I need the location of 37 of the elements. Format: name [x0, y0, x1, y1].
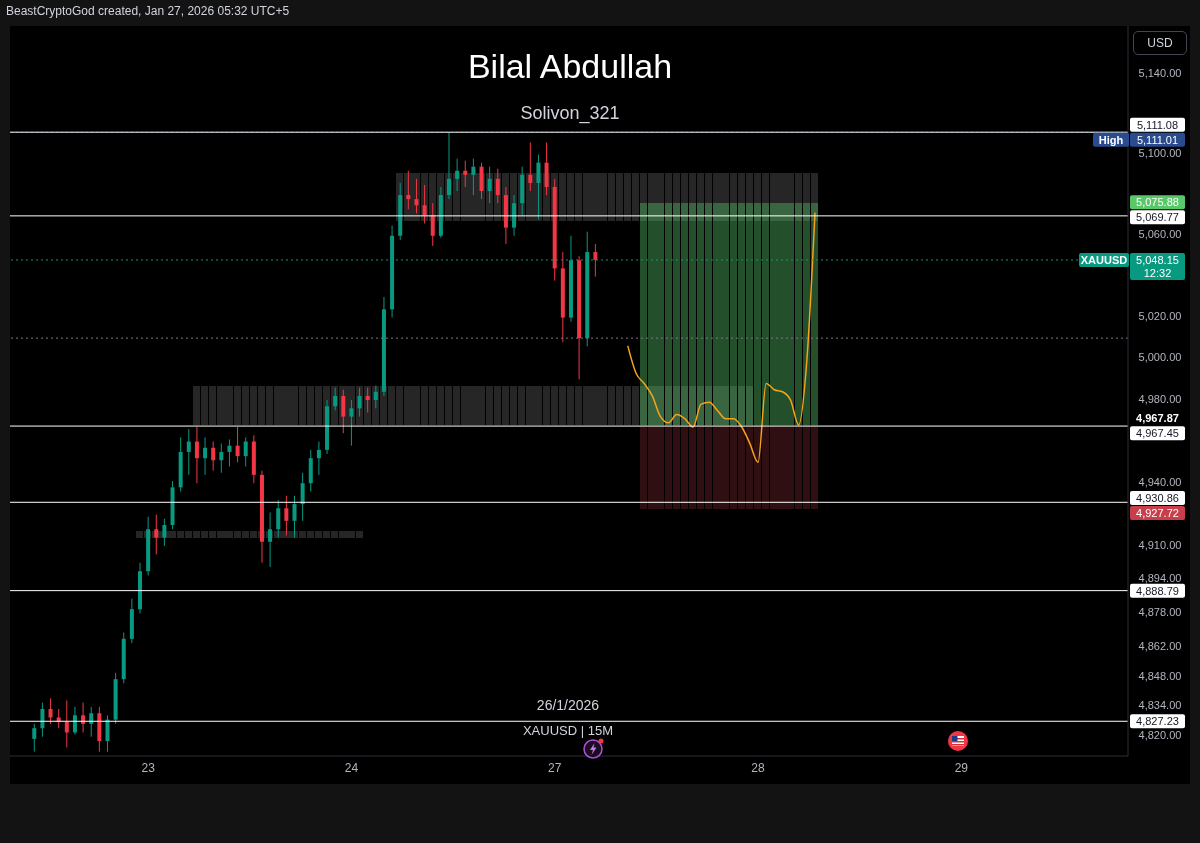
y-tick-label: 5,060.00	[1138, 228, 1182, 241]
x-tick-label: 29	[954, 761, 969, 775]
y-tick-label: 4,894.00	[1138, 572, 1182, 585]
ref-line-label: 4,967.45	[1136, 427, 1179, 440]
y-tick-label: 5,140.00	[1138, 66, 1182, 79]
ref-line-label: 5,111.01	[1136, 133, 1179, 146]
text: Bilal Abdullah	[466, 46, 674, 86]
y-tick-label: 4,980.00	[1138, 392, 1182, 405]
ref-line-label: 4,888.79	[1136, 584, 1179, 597]
x-tick-label: 23	[141, 761, 156, 775]
ref-line-label: 5,111.08	[1136, 118, 1179, 131]
annotation: High	[1098, 133, 1124, 146]
y-tick-label: 4,910.00	[1138, 538, 1182, 551]
text: 4,967.87	[1136, 412, 1179, 425]
y-tick-label: 5,000.00	[1138, 351, 1182, 364]
text: Solivon_321	[519, 102, 621, 124]
y-tick-label: 4,834.00	[1138, 699, 1182, 712]
ref-line-label: 5,069.77	[1136, 211, 1179, 224]
ref-line-label: 4,827.23	[1136, 715, 1179, 728]
y-tick-label: 4,820.00	[1138, 729, 1182, 742]
y-axis-title: USD	[1133, 31, 1187, 55]
y-tick-label: 4,862.00	[1138, 639, 1182, 652]
y-tick-label: 4,848.00	[1138, 669, 1182, 682]
y-tick-label: 4,940.00	[1138, 475, 1182, 488]
text: 5,075.88	[1136, 196, 1179, 209]
x-tick-label: 27	[548, 761, 562, 775]
x-tick-label: 28	[751, 761, 766, 775]
ref-line-label: 5,048.15 12:32	[1136, 253, 1179, 279]
y-tick-label: 5,020.00	[1138, 310, 1182, 323]
annotation: 26/1/2026	[535, 697, 601, 714]
text: BeastCryptoGod created, Jan 27, 2026 05:32 UTC+5	[6, 4, 290, 18]
text: 4,927.72	[1136, 507, 1179, 520]
annotation: XAUUSD | 15M	[521, 722, 615, 739]
y-tick-label: 4,878.00	[1138, 605, 1182, 618]
ref-line-label: 4,930.86	[1136, 492, 1179, 505]
x-tick-label: 24	[344, 761, 359, 775]
y-tick-label: 5,100.00	[1138, 147, 1182, 160]
